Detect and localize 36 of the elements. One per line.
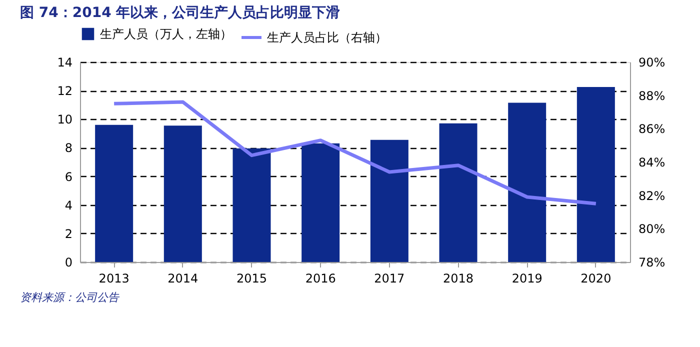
bar — [370, 140, 408, 262]
bar — [164, 126, 202, 262]
x-tick-label: 2018 — [442, 272, 474, 286]
bar — [232, 148, 271, 262]
bar — [576, 87, 615, 262]
x-tick-label: 2014 — [168, 272, 198, 286]
text: 资料来源：公司公告 — [20, 291, 120, 304]
y-tick-label: 6 — [64, 170, 72, 184]
x-tick-label: 2017 — [374, 272, 405, 286]
y-tick-label: 8 — [64, 141, 72, 156]
x-tick-label: 2020 — [580, 272, 612, 286]
bar — [95, 124, 134, 262]
chart-title: 图 74：2014 年以来，公司生产人员占比明显下滑 — [20, 4, 340, 21]
legend-label: 生产人员（万人，左轴） — [100, 27, 232, 41]
y2-tick-label: 88% — [638, 88, 666, 103]
y-tick-label: 0 — [64, 256, 72, 270]
x-tick-label: 2019 — [512, 272, 542, 286]
x-tick-label: 2015 — [236, 272, 268, 286]
line-series — [112, 100, 598, 206]
y2-tick-label: 90% — [638, 56, 666, 70]
bar — [439, 123, 478, 262]
y2-tick-label: 82% — [638, 188, 666, 203]
legend-label: 生产人员占比（右轴） — [267, 30, 387, 44]
y-tick-label: 14 — [57, 56, 72, 70]
bar — [302, 143, 340, 262]
bar — [508, 102, 546, 262]
y-tick-label: 4 — [64, 198, 72, 212]
y2-tick-label: 84% — [638, 156, 666, 170]
x-tick-label: 2013 — [98, 272, 130, 286]
y2-tick-label: 80% — [638, 222, 666, 236]
y-tick-label: 2 — [64, 226, 72, 241]
y-tick-label: 10 — [57, 112, 72, 127]
x-tick-label: 2016 — [305, 272, 336, 286]
y-tick-label: 12 — [57, 84, 72, 98]
y2-tick-label: 78% — [638, 256, 666, 270]
y2-tick-label: 86% — [638, 122, 666, 136]
